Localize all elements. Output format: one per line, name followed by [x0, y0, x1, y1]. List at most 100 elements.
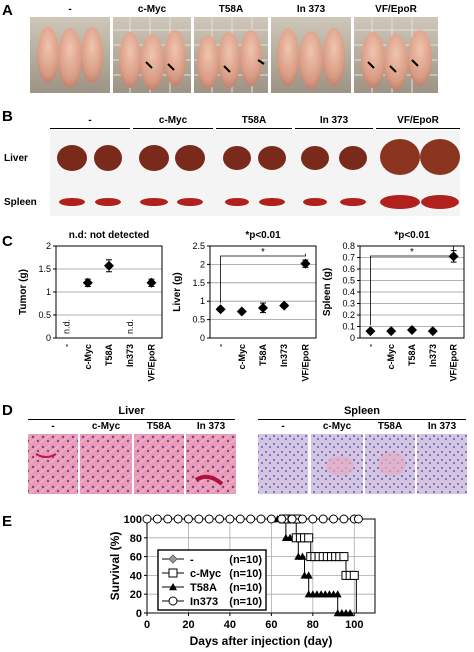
series-point — [329, 514, 339, 524]
liver-photos — [57, 139, 460, 175]
tumor-weight-chart: n.d: not detected 0 0.5 1 1.5 2 Tumor (g) - c-My… — [18, 230, 163, 382]
legend-n-label: (n=10) — [229, 554, 262, 566]
mice-photos — [30, 17, 438, 93]
panel-d-liver-group-1: c-Myc — [91, 421, 121, 432]
series-point — [346, 609, 355, 617]
panel-b-group-3: In 373 — [319, 115, 349, 126]
x-tick-label: 40 — [224, 619, 236, 631]
mouse-photo-vf-epor — [354, 17, 438, 93]
data-point — [104, 260, 114, 271]
data-point — [300, 258, 311, 269]
series-point — [277, 514, 287, 524]
data-point — [407, 324, 417, 335]
series-point — [246, 514, 256, 524]
chart-title: n.d: not detected — [69, 230, 150, 241]
liver-weight-chart: *p<0.01 0 0.5 1 1.5 2 2.5 Liver (g) - c-Myc T58A In… — [172, 230, 317, 382]
y-tick-label: 0.1 — [342, 322, 355, 332]
x-tick-label: In373 — [428, 344, 438, 367]
series-point — [297, 514, 307, 524]
series-point — [318, 514, 328, 524]
y-tick-label: 0.5 — [38, 310, 51, 320]
data-point — [146, 277, 157, 288]
y-tick-label: 0 — [200, 333, 205, 343]
mouse-photo-c-myc — [113, 17, 191, 93]
panel-d-liver-group-0: - — [51, 421, 55, 432]
series-point — [287, 514, 297, 524]
legend-n-label: (n=10) — [229, 568, 262, 580]
histology-photos — [28, 434, 467, 494]
x-tick-label: 100 — [345, 619, 363, 631]
series-point — [339, 552, 349, 562]
y-tick-label: 0.5 — [192, 315, 205, 325]
x-tick-label: T58A — [104, 344, 114, 367]
legend-marker — [168, 554, 178, 564]
plot-frame — [209, 245, 317, 339]
series-point — [235, 514, 245, 524]
y-axis-label: Survival (%) — [108, 532, 122, 601]
data-point — [215, 304, 226, 315]
y-axis-label: Spleen (g) — [322, 268, 333, 316]
series-point — [204, 514, 214, 524]
y-tick-label: 0 — [46, 333, 51, 343]
legend-n-label: (n=10) — [229, 582, 262, 594]
x-tick-label: - — [62, 344, 72, 347]
liver-histology — [28, 434, 236, 494]
series-point — [152, 514, 162, 524]
x-tick-label: c-Myc — [237, 344, 247, 370]
x-tick-label: T58A — [258, 344, 268, 367]
y-tick-label: 0.7 — [342, 253, 355, 263]
panel-d-liver-group-3: In 373 — [196, 421, 226, 432]
chart-title: *p<0.01 — [394, 230, 430, 241]
y-tick-label: 1 — [46, 287, 51, 297]
mouse-photo-in373 — [271, 17, 351, 93]
mouse-photo-t58a — [194, 17, 268, 93]
series-point — [298, 552, 307, 560]
series-point — [256, 514, 266, 524]
spleen-histology — [258, 434, 467, 494]
chart-title: *p<0.01 — [245, 230, 281, 241]
series-point — [194, 514, 204, 524]
data-point — [365, 326, 376, 337]
panel-b-group-2: T58A — [241, 115, 267, 126]
legend-marker — [169, 583, 177, 591]
y-tick-label: 0.8 — [342, 241, 355, 251]
x-tick-label: VF/EpoR — [449, 344, 459, 382]
panel-d-tissue-liver: Liver — [118, 405, 145, 417]
y-axis-label: Tumor (g) — [18, 269, 29, 315]
spleen-photos — [59, 195, 459, 209]
significance-star: * — [410, 247, 414, 258]
legend-label: In373 — [190, 596, 218, 608]
series-point — [333, 590, 342, 598]
not-detected-label: n.d. — [125, 319, 135, 334]
panel-c-charts: n.d: not detected 0 0.5 1 1.5 2 Tumor (g) - c-My… — [18, 230, 465, 382]
series-point — [304, 533, 314, 543]
y-tick-label: 2 — [46, 241, 51, 251]
legend: - (n=10) c-Myc (n=10) T58A (n=10) In373 (n=10) — [157, 549, 267, 611]
legend-marker — [168, 568, 178, 578]
y-tick-label: 60 — [130, 552, 142, 564]
panel-d-spleen-group-3: In 373 — [427, 421, 457, 432]
x-tick-label: c-Myc — [83, 344, 93, 370]
y-tick-label: 0.5 — [342, 276, 355, 286]
panel-a-group-3: In 373 — [296, 4, 326, 15]
y-tick-label: 0 — [136, 608, 142, 620]
panel-d-spleen-group-0: - — [281, 421, 285, 432]
data-point — [258, 302, 268, 313]
panel-b-row-liver: Liver — [4, 153, 28, 164]
data-point — [82, 277, 93, 288]
x-tick-label: c-Myc — [386, 344, 396, 370]
not-detected-label: n.d. — [62, 319, 72, 334]
y-tick-label: 1.5 — [38, 264, 51, 274]
y-tick-label: 1 — [200, 296, 205, 306]
panel-d-tissue-spleen: Spleen — [343, 405, 381, 417]
organ-photos — [50, 130, 460, 216]
series-point — [173, 514, 183, 524]
y-tick-label: 0.6 — [342, 264, 355, 274]
x-tick-label: In373 — [125, 344, 135, 367]
data-point — [279, 300, 290, 311]
x-tick-label: - — [216, 344, 226, 347]
series-point — [308, 514, 318, 524]
y-tick-label: 100 — [124, 514, 142, 526]
